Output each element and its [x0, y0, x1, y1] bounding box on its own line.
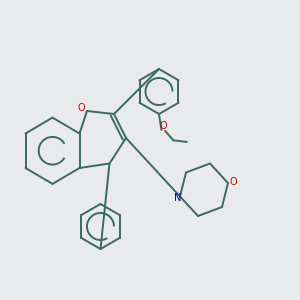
Text: O: O	[159, 121, 167, 131]
Text: O: O	[78, 103, 86, 113]
Text: O: O	[230, 177, 237, 188]
Text: N: N	[174, 193, 181, 203]
